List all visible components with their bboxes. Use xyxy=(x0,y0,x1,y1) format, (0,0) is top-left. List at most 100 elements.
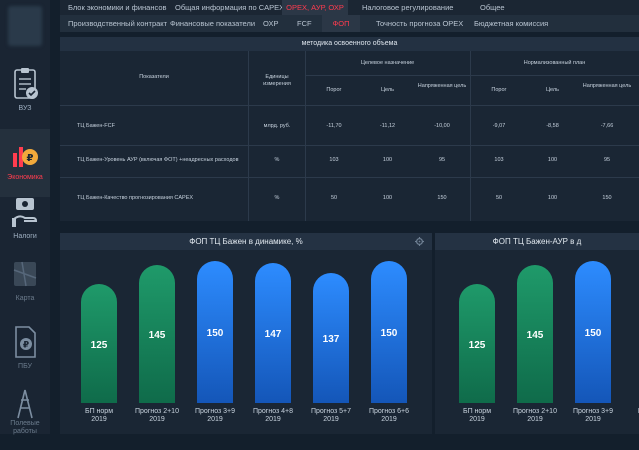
tab-ohr[interactable]: ОХР xyxy=(263,19,279,28)
subheader-threshold: Порог xyxy=(326,87,342,93)
bar-value-label: 125 xyxy=(468,339,486,351)
subheader-stretch-goal: Напряженная цель xyxy=(582,83,632,89)
company-logo xyxy=(8,6,42,46)
bar[interactable]: 147 xyxy=(255,263,291,403)
x-tick-label: Прогноз 6+6 2019 xyxy=(368,408,410,423)
chart-title: ФОП ТЦ Бажен-АУР в д xyxy=(435,233,639,250)
bar[interactable]: 137 xyxy=(313,272,349,403)
bar[interactable]: 145 xyxy=(517,265,553,403)
bar-value-label: 147 xyxy=(264,329,282,341)
row-unit: млрд. руб. xyxy=(263,123,291,129)
bar-value-label: 125 xyxy=(90,339,108,351)
sidebar-item-vuz[interactable]: ВУЗ xyxy=(0,60,50,128)
row-unit: % xyxy=(274,195,280,201)
row-value: 100 xyxy=(547,157,558,163)
ruble-document-icon: ₽ xyxy=(15,326,36,358)
gear-icon[interactable] xyxy=(415,237,424,246)
row-value: -10,00 xyxy=(434,123,450,129)
sidebar-item-label: ВУЗ xyxy=(18,105,32,112)
header-indicator: Показатели xyxy=(139,74,169,80)
sidebar-item-label: Налоги xyxy=(13,233,37,240)
row-value: 95 xyxy=(438,157,446,163)
tab-financial-indicators[interactable]: Финансовые показатели xyxy=(170,19,256,28)
tab-opex-aur-ohr[interactable]: OPEX, АУР, ОХР xyxy=(282,0,348,15)
subheader-stretch-goal: Напряженная цель xyxy=(417,83,467,89)
sidebar-item-economics[interactable]: ₽ Экономика xyxy=(0,129,50,197)
money-hand-icon xyxy=(12,198,38,227)
row-label: ТЦ Бажен-Уровень АУР (включая ФОТ) +неад… xyxy=(77,157,239,163)
x-tick-label: БП норм 2019 xyxy=(84,408,114,423)
bar-value-label: 150 xyxy=(206,327,224,339)
bar[interactable]: 125 xyxy=(459,284,495,403)
tab-tax-regulation[interactable]: Налоговое регулирование xyxy=(362,3,454,12)
x-tick-label: Прогноз 5+7 2019 xyxy=(310,408,352,423)
tab-fop[interactable]: ФОП xyxy=(322,15,360,32)
bar-value-label: 145 xyxy=(148,330,166,342)
row-value: 50 xyxy=(495,195,503,201)
x-tick-label: БП норм 2019 xyxy=(462,408,492,423)
table-title: методика освоенного объема xyxy=(60,37,639,51)
tab-capex-general[interactable]: Общая информация по CAPEX xyxy=(175,3,285,12)
row-value: 50 xyxy=(330,195,338,201)
svg-text:₽: ₽ xyxy=(23,341,29,351)
chart-title: ФОП ТЦ Бажен в динамике, % xyxy=(60,233,432,250)
sub-tab-bar: Производственный контракт Финансовые пок… xyxy=(60,15,639,32)
x-tick-label: Прогноз 3+9 2019 xyxy=(194,408,236,423)
subheader-goal: Цель xyxy=(545,87,560,93)
clipboard-check-icon xyxy=(14,68,38,99)
tab-economics-finance[interactable]: Блок экономики и финансов xyxy=(68,3,167,12)
row-value: 100 xyxy=(547,195,558,201)
header-units: Единицы измерения xyxy=(263,74,291,87)
map-icon xyxy=(13,261,37,287)
top-tab-bar: Блок экономики и финансов Общая информац… xyxy=(60,0,639,15)
subheader-threshold: Порог xyxy=(491,87,507,93)
chart-panel-fop-aur: ФОП ТЦ Бажен-АУР в д 125 БП норм 2019 145 Пр… xyxy=(435,233,639,434)
sidebar-item-field-works[interactable]: Полевые работы xyxy=(0,382,50,450)
tab-production-contract[interactable]: Производственный контракт xyxy=(68,19,168,28)
row-value: 95 xyxy=(603,157,611,163)
row-value: 150 xyxy=(437,195,447,201)
tab-budget-commission[interactable]: Бюджетная комиссия xyxy=(474,19,549,28)
row-value: -9,07 xyxy=(492,123,506,129)
row-value: 100 xyxy=(382,157,393,163)
kpi-table: методика освоенного объема Показатели Ед… xyxy=(60,37,639,221)
bar-value-label: 137 xyxy=(322,333,340,345)
bar[interactable]: 150 xyxy=(371,260,407,403)
tab-opex-forecast-accuracy[interactable]: Точность прогноза OPEX xyxy=(376,19,464,28)
row-unit: % xyxy=(274,157,280,163)
sidebar-item-label: Экономика xyxy=(7,174,43,181)
row-label: ТЦ Бажен-Качество прогнозирования CAPEX xyxy=(77,195,194,201)
header-target-group: Целевое назначение xyxy=(360,60,415,66)
sidebar-item-taxes[interactable]: Налоги xyxy=(0,188,50,256)
subheader-goal: Цель xyxy=(380,87,395,93)
bar[interactable]: 150 xyxy=(575,260,611,403)
bar-value-label: 145 xyxy=(526,330,544,342)
x-tick-label: Прогноз 2+10 2019 xyxy=(135,408,179,423)
sidebar-item-label: Карта xyxy=(15,295,35,302)
x-tick-label: Прогноз 4+8 2019 xyxy=(252,408,294,423)
header-normalized-group: Нормализованный план xyxy=(523,60,586,66)
row-value: -11,12 xyxy=(379,123,396,129)
row-value: 150 xyxy=(602,195,612,201)
oil-rig-icon xyxy=(17,389,33,419)
bar[interactable]: 145 xyxy=(139,265,175,403)
sidebar-item-map[interactable]: Карта xyxy=(0,250,50,318)
sidebar-item-pbu[interactable]: ₽ ПБУ xyxy=(0,318,50,386)
row-value: 103 xyxy=(329,157,339,163)
row-value: -8,58 xyxy=(546,123,559,129)
sidebar-item-label: Полевые работы xyxy=(10,420,40,435)
bar[interactable]: 125 xyxy=(81,284,117,403)
ruble-chart-icon: ₽ xyxy=(13,147,38,167)
tab-general[interactable]: Общее xyxy=(480,3,505,12)
sidebar: ВУЗ ₽ Экономика Налоги Карта ₽ xyxy=(0,0,50,435)
chart-panel-fop: ФОП ТЦ Бажен в динамике, % 125 БП норм 201… xyxy=(60,233,432,434)
panel-separator xyxy=(432,233,435,434)
row-value: -11,70 xyxy=(326,123,342,129)
row-label: ТЦ Бажен-FCF xyxy=(77,123,115,129)
row-value: 100 xyxy=(382,195,393,201)
x-tick-label: Прогноз xyxy=(623,408,639,416)
x-tick-label: Прогноз 2+10 2019 xyxy=(513,408,557,423)
tab-fcf[interactable]: FCF xyxy=(297,19,312,28)
sidebar-item-label: ПБУ xyxy=(18,363,32,370)
bar[interactable]: 150 xyxy=(197,260,233,403)
